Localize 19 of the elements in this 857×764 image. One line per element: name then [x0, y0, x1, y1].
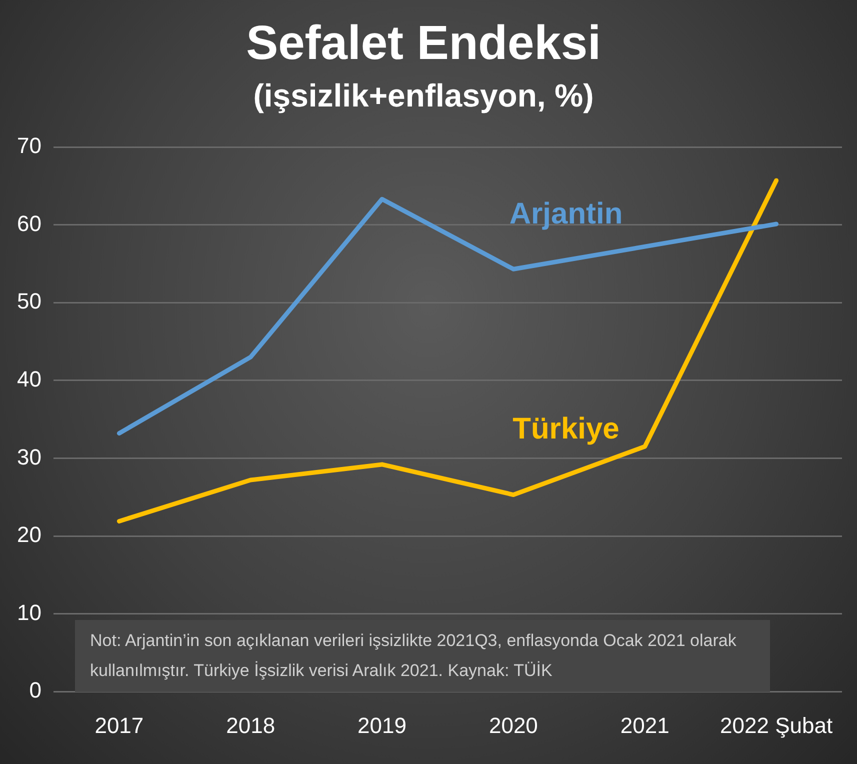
y-tick-label: 0 [29, 678, 42, 703]
y-tick-label: 30 [16, 444, 42, 470]
chart-title: Sefalet Endeksi [246, 17, 601, 70]
y-tick-label: 10 [16, 600, 42, 625]
annotation: Not: Arjantin’in son açıklanan verileri işsizlikte 2021Q3, enflasyonda Ocak 2021 olarak kullanılmıştır. Türkiye İşsizlik verisi Aralık 2021. Kaynak: TÜİK [90, 630, 738, 682]
chart-subtitle: (işsizlik+enflasyon, %) [253, 78, 594, 114]
y-tick-label: 40 [16, 366, 42, 392]
y-tick-label: 60 [16, 210, 42, 236]
y-tick-label: 50 [16, 288, 42, 314]
series-label: Arjantin [509, 197, 623, 230]
x-tick-label: 2018 [226, 712, 276, 738]
x-tick-label: 2020 [488, 712, 538, 738]
x-tick-label: 2021 [620, 712, 670, 738]
series-label: Türkiye [512, 412, 620, 446]
y-tick-label: 20 [16, 522, 42, 548]
x-tick-label: 2022 Şubat [720, 712, 833, 738]
x-tick-label: 2019 [358, 712, 406, 738]
x-tick-label: 2017 [94, 712, 144, 738]
y-tick-label: 70 [16, 133, 42, 158]
